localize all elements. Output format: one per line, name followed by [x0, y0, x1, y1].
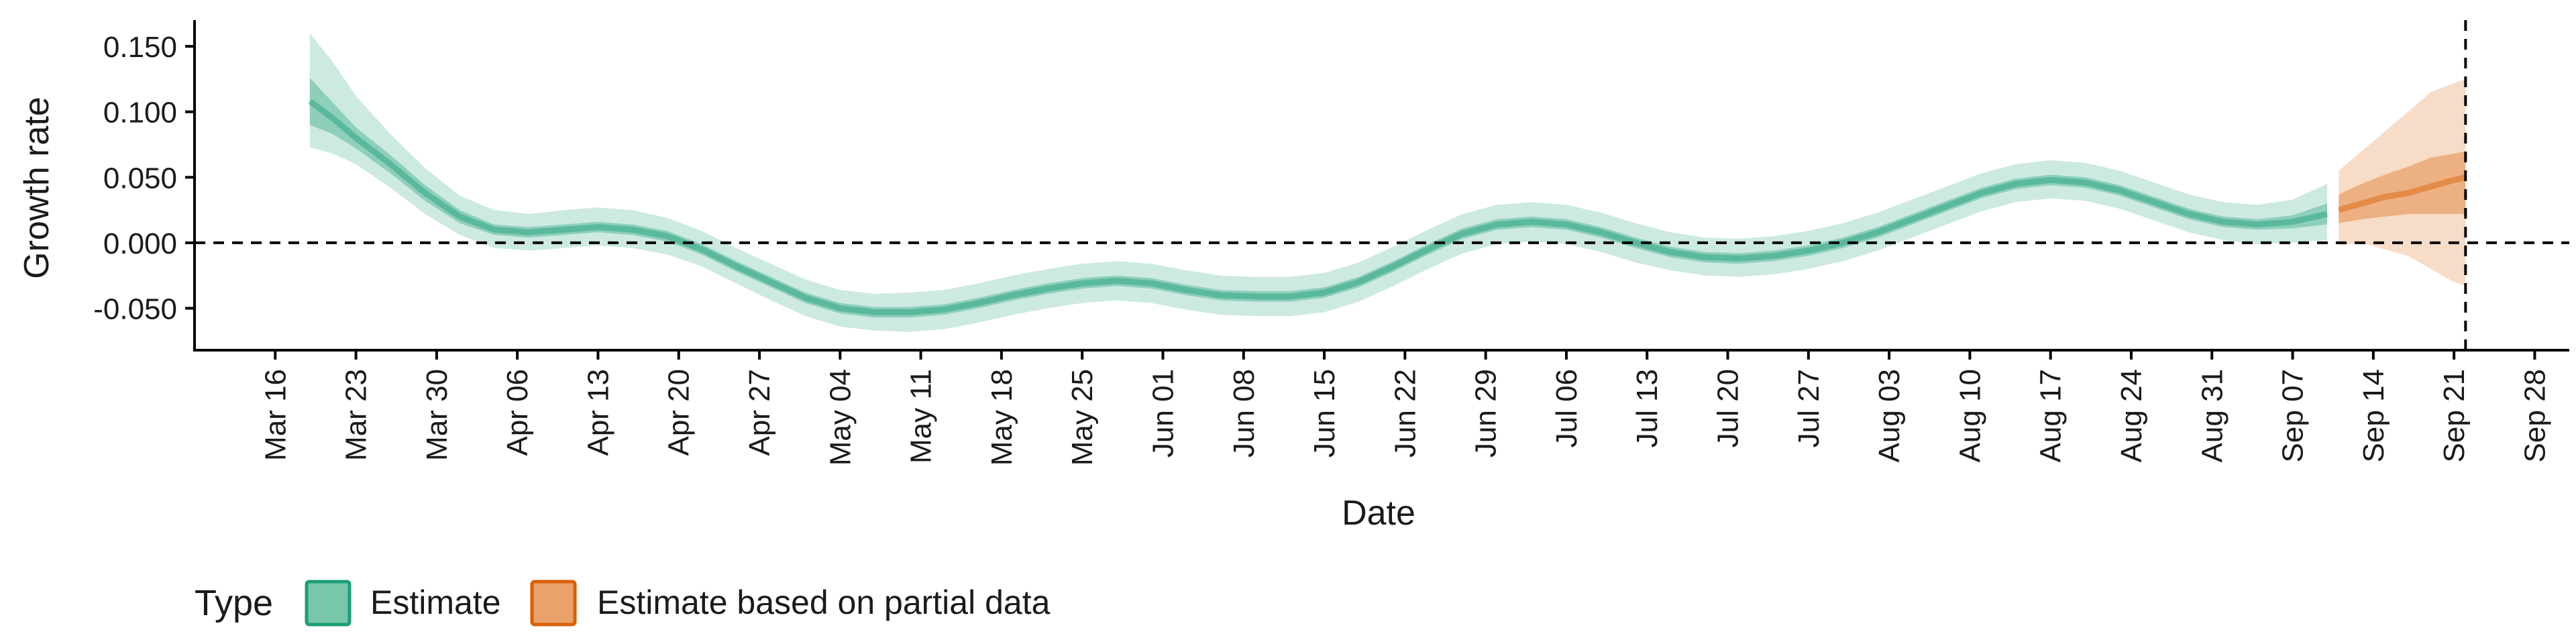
y-tick-label: 0.150 — [103, 31, 177, 64]
axes-layer: 0.150 0.100 0.050 0.000 -0.050 Mar 16 Mar 23 Ma… — [93, 20, 2569, 466]
estimate-outer-band — [309, 33, 2328, 332]
x-tick-label: Mar 16 — [259, 369, 292, 461]
x-axis-label: Date — [1342, 494, 1415, 533]
partial-outer-band — [2339, 78, 2466, 286]
x-tick-label: Aug 24 — [2115, 369, 2148, 462]
legend-title: Type — [195, 583, 273, 623]
y-tick-label: 0.100 — [103, 97, 177, 129]
reference-line-layer — [195, 20, 2569, 350]
partial-inner-band — [2339, 151, 2466, 223]
x-tick-label: Jul 27 — [1792, 369, 1825, 447]
x-tick-label: Jul 06 — [1550, 369, 1583, 447]
x-tick-label: Mar 30 — [421, 369, 453, 461]
x-tick-label: Aug 31 — [2196, 369, 2229, 462]
y-axis-label: Growth rate — [17, 97, 56, 279]
x-tick-label: Jun 15 — [1308, 369, 1341, 458]
x-tick-label: Aug 03 — [1873, 369, 1906, 462]
x-tick-label: Jun 08 — [1228, 369, 1260, 458]
y-tick-label: 0.050 — [103, 162, 177, 195]
x-tick-label: Apr 27 — [743, 369, 776, 456]
x-tick-label: Sep 21 — [2438, 369, 2471, 462]
x-tick-label: May 25 — [1066, 369, 1099, 466]
x-tick-label: Jun 22 — [1389, 369, 1421, 458]
x-tick-label: Aug 10 — [1953, 369, 1986, 462]
x-tick-label: Apr 13 — [582, 369, 615, 456]
x-tick-label: Sep 07 — [2277, 369, 2310, 462]
x-tick-label: May 11 — [905, 369, 938, 464]
x-tick-label: Aug 17 — [2035, 369, 2068, 462]
ribbon-layer — [309, 33, 2466, 332]
x-tick-label: Jul 20 — [1712, 369, 1745, 447]
legend-label-partial: Estimate based on partial data — [597, 584, 1051, 621]
x-tick-label: Sep 14 — [2357, 369, 2390, 462]
x-tick-label: May 18 — [985, 369, 1018, 466]
x-tick-label: Sep 28 — [2518, 369, 2551, 462]
legend-swatch-partial — [530, 580, 577, 627]
y-tick-label: -0.050 — [93, 293, 177, 326]
x-tick-label: Apr 06 — [501, 369, 534, 456]
legend: Type Estimate Estimate based on partial … — [195, 580, 1051, 627]
x-tick-label: Jul 13 — [1631, 369, 1664, 447]
legend-label-estimate: Estimate — [370, 584, 501, 621]
x-tick-label: Jun 29 — [1470, 369, 1503, 458]
x-tick-label: Apr 20 — [663, 369, 696, 456]
estimate-median-line — [308, 99, 2328, 315]
x-tick-label: May 04 — [824, 369, 857, 466]
y-tick-label: 0.000 — [103, 227, 177, 260]
x-tick-label: Mar 23 — [340, 369, 373, 461]
x-tick-label: Jun 01 — [1147, 369, 1180, 458]
median-line-layer — [308, 99, 2467, 315]
legend-swatch-estimate — [305, 580, 352, 627]
partial-median-line — [2338, 174, 2467, 213]
